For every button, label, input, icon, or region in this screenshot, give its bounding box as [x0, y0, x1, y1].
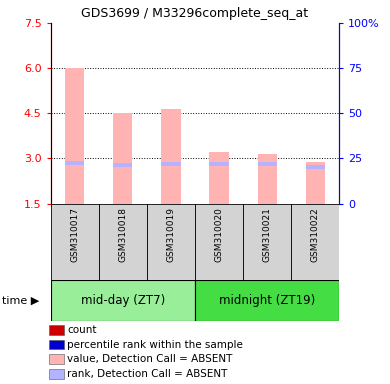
Bar [65, 161, 84, 165]
Bar [243, 204, 291, 280]
Text: GSM310022: GSM310022 [311, 207, 320, 262]
Text: GSM310020: GSM310020 [215, 207, 223, 262]
Text: GSM310021: GSM310021 [262, 207, 272, 262]
Title: GDS3699 / M33296complete_seq_at: GDS3699 / M33296complete_seq_at [82, 7, 308, 20]
Bar [209, 162, 229, 166]
Bar [306, 162, 325, 204]
Bar [147, 204, 195, 280]
Text: mid-day (ZT7): mid-day (ZT7) [81, 294, 165, 307]
Bar [51, 204, 99, 280]
Bar [161, 109, 181, 204]
Bar [113, 113, 133, 204]
Bar [195, 204, 243, 280]
Bar [306, 165, 325, 169]
Text: GSM310017: GSM310017 [70, 207, 79, 262]
Bar [257, 154, 277, 204]
Text: midnight (ZT19): midnight (ZT19) [219, 294, 315, 307]
Text: GSM310019: GSM310019 [167, 207, 176, 262]
Bar [291, 204, 339, 280]
Bar [65, 68, 84, 204]
Bar [195, 280, 339, 321]
Bar [51, 280, 195, 321]
Bar [161, 162, 181, 166]
Bar [257, 162, 277, 166]
Bar [113, 163, 133, 167]
Text: GSM310018: GSM310018 [118, 207, 128, 262]
Text: percentile rank within the sample: percentile rank within the sample [67, 340, 243, 350]
Bar [99, 204, 147, 280]
Bar [209, 152, 229, 204]
Text: count: count [67, 325, 97, 335]
Text: time ▶: time ▶ [2, 295, 39, 306]
Text: value, Detection Call = ABSENT: value, Detection Call = ABSENT [67, 354, 232, 364]
Text: rank, Detection Call = ABSENT: rank, Detection Call = ABSENT [67, 369, 227, 379]
